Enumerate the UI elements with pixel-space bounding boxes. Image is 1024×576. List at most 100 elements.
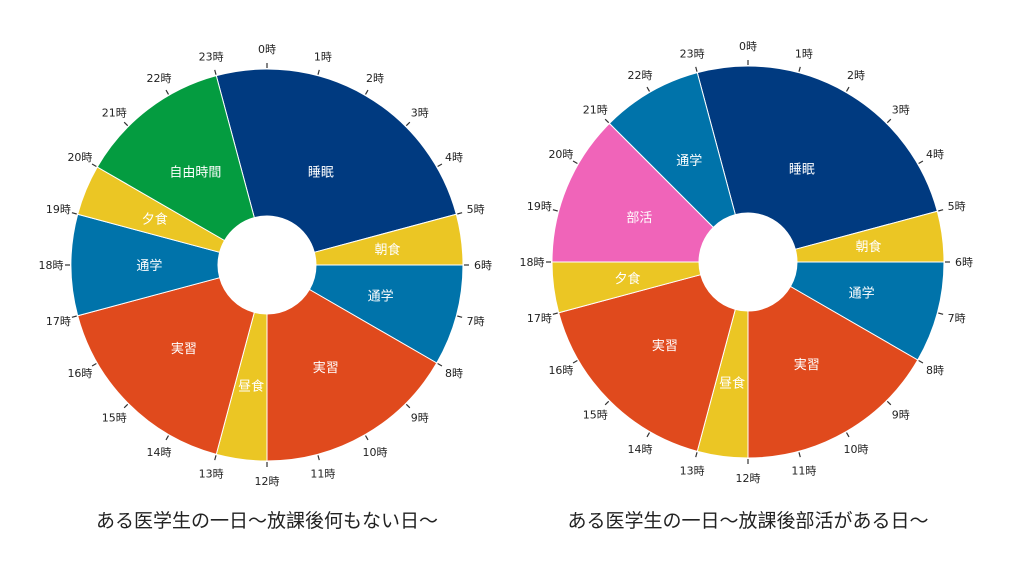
segment-7 [551, 122, 715, 263]
tick-label-21: 21時 [102, 106, 127, 119]
tick-mark-17 [552, 312, 558, 315]
tick-label-23: 23時 [680, 47, 705, 60]
tick-mark-15 [604, 400, 610, 406]
segment-3 [266, 288, 438, 462]
tick-label-13: 13時 [680, 465, 705, 478]
tick-label-19: 19時 [527, 200, 552, 213]
tick-label-1: 1時 [314, 50, 332, 63]
tick-mark-22 [165, 89, 170, 95]
segment-label-5: 実習 [652, 338, 678, 354]
tick-label-4: 4時 [926, 148, 944, 161]
tick-mark-17 [71, 315, 77, 318]
segment-label-5: 実習 [171, 341, 197, 357]
segment-label-1: 朝食 [374, 242, 400, 258]
tick-label-14: 14時 [628, 443, 653, 456]
tick-label-17: 17時 [46, 315, 71, 328]
tick-mark-19 [552, 209, 558, 212]
tick-mark-21 [604, 118, 610, 124]
tick-mark-22 [646, 86, 651, 92]
tick-label-17: 17時 [527, 312, 552, 325]
chart-title-left: ある医学生の一日〜放課後何もない日〜 [95, 510, 438, 532]
tick-label-22: 22時 [628, 69, 653, 82]
tick-mark-10 [845, 432, 850, 438]
tick-label-16: 16時 [67, 367, 92, 380]
tick-mark-9 [405, 403, 411, 409]
tick-mark-14 [646, 432, 651, 438]
tick-label-19: 19時 [46, 203, 71, 216]
tick-label-2: 2時 [366, 72, 384, 85]
segment-label-4: 昼食 [719, 375, 745, 391]
segment-label-0: 睡眠 [789, 163, 815, 178]
segment-label-3: 実習 [794, 357, 820, 373]
tick-label-12: 12時 [736, 472, 761, 485]
tick-mark-11 [798, 452, 801, 458]
tick-label-21: 21時 [583, 103, 608, 116]
tick-mark-1 [798, 66, 801, 72]
tick-label-0: 0時 [258, 43, 276, 56]
tick-mark-9 [886, 400, 892, 406]
tick-mark-8 [437, 362, 443, 367]
tick-label-8: 8時 [445, 367, 463, 380]
tick-label-20: 20時 [548, 148, 573, 161]
segment-0 [215, 68, 457, 253]
tick-label-1: 1時 [795, 47, 813, 60]
segment-label-8: 自由時間 [169, 166, 221, 181]
tick-mark-3 [405, 121, 411, 127]
tick-label-13: 13時 [199, 468, 224, 481]
tick-label-10: 10時 [844, 443, 869, 456]
tick-mark-21 [123, 121, 129, 127]
tick-mark-11 [317, 455, 320, 461]
segment-label-7: 部活 [626, 211, 652, 226]
tick-mark-13 [214, 455, 217, 461]
segment-label-6: 夕食 [615, 271, 641, 287]
tick-mark-20 [91, 163, 97, 168]
tick-label-5: 5時 [948, 200, 966, 213]
tick-label-11: 11時 [310, 468, 335, 481]
segment-label-1: 朝食 [855, 239, 881, 255]
segment-3 [747, 285, 919, 459]
tick-label-8: 8時 [926, 364, 944, 377]
segment-label-8: 通学 [676, 153, 702, 169]
tick-label-5: 5時 [467, 203, 485, 216]
donut-chart-right: 睡眠朝食通学実習昼食実習夕食部活通学0時1時2時3時4時5時6時7時8時9時10… [520, 40, 974, 485]
tick-label-15: 15時 [102, 412, 127, 425]
tick-mark-14 [165, 435, 170, 441]
tick-label-6: 6時 [474, 259, 492, 272]
segment-label-2: 通学 [368, 288, 394, 304]
tick-mark-2 [845, 86, 850, 92]
tick-label-23: 23時 [199, 50, 224, 63]
tick-label-14: 14時 [147, 446, 172, 459]
tick-label-15: 15時 [583, 409, 608, 422]
tick-label-20: 20時 [67, 151, 92, 164]
tick-mark-13 [695, 452, 698, 458]
tick-label-7: 7時 [948, 312, 966, 325]
tick-mark-4 [918, 160, 924, 165]
tick-mark-20 [572, 160, 578, 165]
chart-title-right: ある医学生の一日〜放課後部活がある日〜 [567, 510, 929, 532]
tick-label-3: 3時 [411, 106, 429, 119]
tick-label-18: 18時 [39, 259, 64, 272]
tick-label-4: 4時 [445, 151, 463, 164]
segment-8 [608, 72, 736, 229]
tick-mark-16 [572, 359, 578, 364]
tick-label-22: 22時 [147, 72, 172, 85]
tick-mark-5 [938, 209, 944, 212]
tick-label-9: 9時 [411, 412, 429, 425]
tick-mark-3 [886, 118, 892, 124]
tick-label-2: 2時 [847, 69, 865, 82]
segment-label-3: 実習 [313, 360, 339, 376]
segment-5 [558, 274, 736, 452]
segment-5 [77, 277, 255, 455]
tick-mark-7 [457, 315, 463, 318]
segment-label-6: 通学 [136, 258, 162, 274]
tick-label-16: 16時 [548, 364, 573, 377]
tick-mark-5 [457, 212, 463, 215]
segment-8 [96, 75, 255, 242]
tick-label-6: 6時 [955, 256, 973, 269]
tick-label-18: 18時 [520, 256, 545, 269]
segment-label-7: 夕食 [142, 211, 168, 227]
tick-label-3: 3時 [892, 103, 910, 116]
tick-mark-2 [364, 89, 369, 95]
